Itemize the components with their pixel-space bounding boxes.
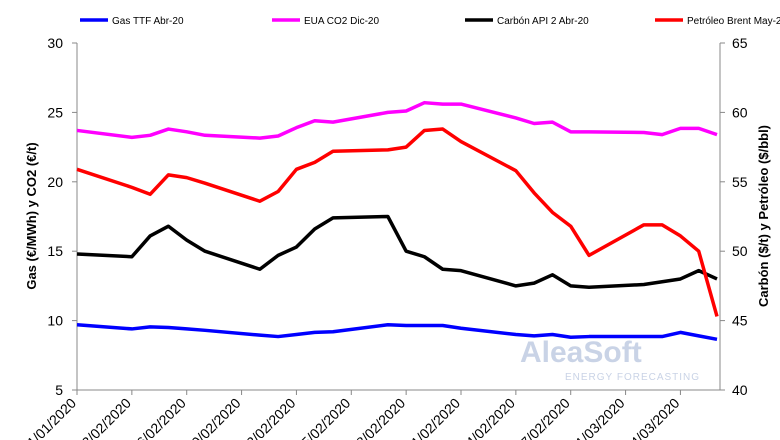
x-tick-label: 31/01/2020 <box>18 395 79 440</box>
x-tick-label: 06/02/2020 <box>128 395 189 440</box>
y2-axis-label: Carbón ($/t) y Petróleo ($/bbl) <box>756 125 771 307</box>
series-line <box>76 323 718 342</box>
x-tick-label: 15/02/2020 <box>293 395 354 440</box>
series-line <box>76 100 718 140</box>
x-tick-label: 12/02/2020 <box>238 395 299 440</box>
x-tick-label: 27/02/2020 <box>512 395 573 440</box>
y-tick-label: 10 <box>47 313 63 329</box>
y2-tick-label: 45 <box>732 313 748 329</box>
x-tick-label: 24/02/2020 <box>457 395 518 440</box>
series-line <box>76 127 719 317</box>
x-tick-label: 01/03/2020 <box>567 395 628 440</box>
y2-tick-label: 65 <box>732 35 748 51</box>
x-tick-label: 18/02/2020 <box>347 395 408 440</box>
y2-tick-label: 50 <box>732 243 748 259</box>
y-tick-label: 15 <box>47 243 63 259</box>
y-tick-label: 25 <box>47 104 63 120</box>
y2-tick-label: 60 <box>732 104 748 120</box>
y-tick-label: 5 <box>55 382 63 398</box>
x-tick-label: 09/02/2020 <box>183 395 244 440</box>
watermark-subtitle: ENERGY FORECASTING <box>565 372 700 383</box>
legend-label: Carbón API 2 Abr-20 <box>497 16 589 27</box>
y2-tick-label: 40 <box>732 382 748 398</box>
legend-label: EUA CO2 Dic-20 <box>304 16 379 27</box>
y-tick-label: 30 <box>47 35 63 51</box>
legend-label: Petróleo Brent May-20 <box>687 16 780 27</box>
watermark-title: AleaSoft <box>520 336 642 369</box>
x-tick-label: 03/02/2020 <box>73 395 134 440</box>
x-tick-label: 21/02/2020 <box>402 395 463 440</box>
legend-label: Gas TTF Abr-20 <box>112 16 184 27</box>
series-line <box>76 214 718 290</box>
x-tick-label: 04/03/2020 <box>622 395 683 440</box>
y-axis-label: Gas (€/MWh) y CO2 (€/t) <box>24 142 39 289</box>
y-tick-label: 20 <box>47 174 63 190</box>
y2-tick-label: 55 <box>732 174 748 190</box>
